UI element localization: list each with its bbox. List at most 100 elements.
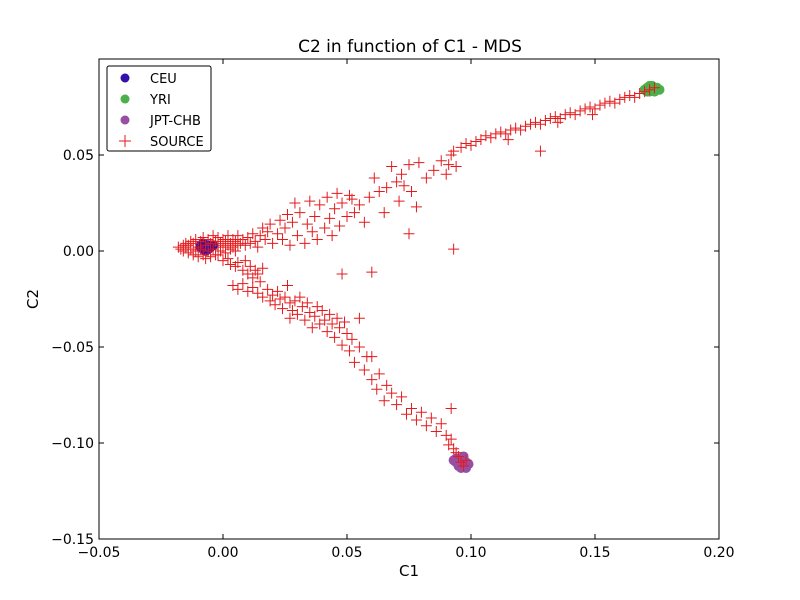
source-point-52 <box>244 237 256 249</box>
source-point-25 <box>205 251 217 263</box>
source-point-208 <box>460 454 472 466</box>
source-point-226 <box>539 114 551 126</box>
source-point-93 <box>363 191 375 203</box>
source-point-108 <box>428 164 440 176</box>
source-point-202 <box>336 268 348 280</box>
x-tick-label: 0.05 <box>331 545 362 561</box>
source-point-231 <box>564 107 576 119</box>
source-point-131 <box>257 262 269 274</box>
source-point-63 <box>274 214 286 226</box>
source-point-136 <box>247 281 259 293</box>
source-point-9 <box>185 235 197 247</box>
x-axis-label: C1 <box>399 562 419 580</box>
source-point-120 <box>224 258 236 270</box>
x-axis-ticks: −0.05 0.00 0.05 0.10 0.15 0.20 <box>78 59 735 561</box>
source-point-247 <box>644 84 656 96</box>
source-point-69 <box>289 197 301 209</box>
source-point-168 <box>334 322 346 334</box>
source-point-245 <box>634 88 646 100</box>
source-point-224 <box>529 116 541 128</box>
source-point-175 <box>353 341 365 353</box>
source-point-26 <box>207 230 219 242</box>
source-point-167 <box>331 312 343 324</box>
source-point-165 <box>326 318 338 330</box>
source-point-155 <box>301 297 313 309</box>
source-point-111 <box>443 159 455 171</box>
source-point-85 <box>334 220 346 232</box>
source-point-252 <box>587 109 599 121</box>
source-point-170 <box>339 316 351 328</box>
source-point-188 <box>410 414 422 426</box>
source-point-216 <box>490 128 502 140</box>
source-point-185 <box>396 391 408 403</box>
source-point-205 <box>453 450 465 462</box>
legend-label-ceu: CEU <box>150 72 177 87</box>
source-point-99 <box>391 176 403 188</box>
source-point-145 <box>277 303 289 315</box>
source-point-142 <box>269 299 281 311</box>
source-point-13 <box>190 233 202 245</box>
source-point-55 <box>252 241 264 253</box>
source-point-92 <box>358 216 370 228</box>
source-point-90 <box>348 207 360 219</box>
source-point-203 <box>366 266 378 278</box>
source-point-115 <box>448 243 460 255</box>
source-point-84 <box>331 187 343 199</box>
source-point-235 <box>584 101 596 113</box>
source-point-180 <box>373 368 385 380</box>
source-point-164 <box>324 308 336 320</box>
source-point-104 <box>405 185 417 197</box>
source-point-64 <box>277 233 289 245</box>
source-point-138 <box>257 291 269 303</box>
source-point-243 <box>624 89 636 101</box>
x-tick-label: −0.05 <box>78 545 121 561</box>
source-point-162 <box>319 314 331 326</box>
source-point-58 <box>259 233 271 245</box>
source-point-81 <box>324 212 336 224</box>
source-point-151 <box>291 308 303 320</box>
source-point-148 <box>284 297 296 309</box>
y-tick-label: 0.00 <box>63 244 94 260</box>
y-axis-ticks: −0.15 −0.10 −0.05 0.00 0.05 <box>51 148 719 548</box>
source-point-75 <box>306 226 318 238</box>
source-point-124 <box>239 255 251 267</box>
source-point-223 <box>525 118 537 130</box>
source-point-87 <box>341 210 353 222</box>
y-tick-label: −0.15 <box>51 532 94 548</box>
x-tick-label: 0.00 <box>207 545 238 561</box>
source-point-152 <box>294 291 306 303</box>
source-point-184 <box>391 399 403 411</box>
source-point-204 <box>284 312 296 324</box>
y-axis-label: C2 <box>24 289 42 309</box>
source-point-192 <box>430 425 442 437</box>
source-point-237 <box>594 99 606 111</box>
source-point-68 <box>286 216 298 228</box>
source-point-144 <box>274 293 286 305</box>
source-point-239 <box>604 95 616 107</box>
source-point-54 <box>249 235 261 247</box>
source-point-173 <box>346 333 358 345</box>
legend-label-jpt-chb: JPT-CHB <box>149 114 201 129</box>
source-point-210 <box>460 137 472 149</box>
y-tick-label: −0.05 <box>51 340 94 356</box>
source-point-246 <box>639 86 651 98</box>
source-point-19 <box>197 232 209 244</box>
source-point-219 <box>505 124 517 136</box>
source-point-183 <box>386 387 398 399</box>
source-point-59 <box>262 226 274 238</box>
source-point-80 <box>321 191 333 203</box>
source-point-71 <box>294 207 306 219</box>
source-point-83 <box>329 203 341 215</box>
source-point-186 <box>401 408 413 420</box>
source-point-89 <box>346 193 358 205</box>
source-point-250 <box>502 134 514 146</box>
source-point-109 <box>435 155 447 167</box>
source-point-166 <box>329 331 341 343</box>
source-point-50 <box>239 239 251 251</box>
source-point-189 <box>415 406 427 418</box>
source-point-103 <box>403 159 415 171</box>
source-point-158 <box>309 310 321 322</box>
source-point-45 <box>229 245 241 257</box>
source-point-207 <box>458 460 470 472</box>
